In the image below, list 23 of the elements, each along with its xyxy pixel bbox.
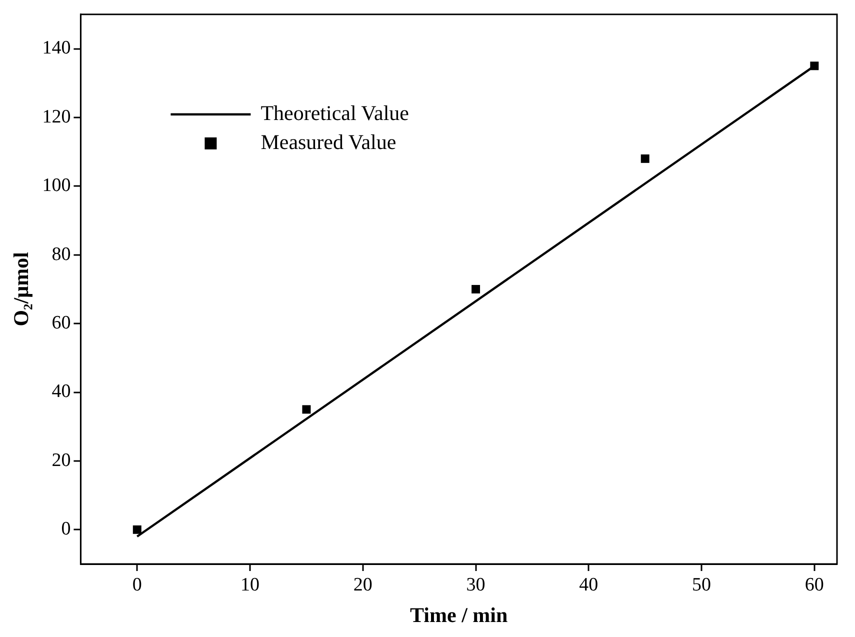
point <box>472 284 480 294</box>
legend-label: Theoretical Value <box>260 100 409 125</box>
x-tick-label: 20 <box>353 574 372 596</box>
y-tick-label: 20 <box>52 450 71 471</box>
x-tick-label: 50 <box>692 574 712 596</box>
legend-label: Measured Value <box>260 130 396 154</box>
x-tick-label: 60 <box>804 574 824 596</box>
y-tick-label: 120 <box>42 106 71 128</box>
point <box>640 154 650 163</box>
y-tick-label: 140 <box>42 38 71 59</box>
x-tick-label: 0 <box>132 574 142 596</box>
x-axis-title: Time / min <box>410 602 508 627</box>
point <box>302 405 311 414</box>
y-tick-label: 40 <box>52 381 71 402</box>
x-tick-label: 40 <box>579 574 598 596</box>
y-tick-label: 0 <box>61 518 71 540</box>
x-tick-label: 10 <box>240 574 260 596</box>
y-tick-label: 100 <box>42 175 71 196</box>
point <box>132 525 142 534</box>
y-axis-title: O₂/μmol <box>9 252 34 326</box>
y-tick-label: 80 <box>52 244 71 265</box>
y-tick-label: 60 <box>52 312 71 334</box>
x-tick-label: 30 <box>466 574 486 596</box>
